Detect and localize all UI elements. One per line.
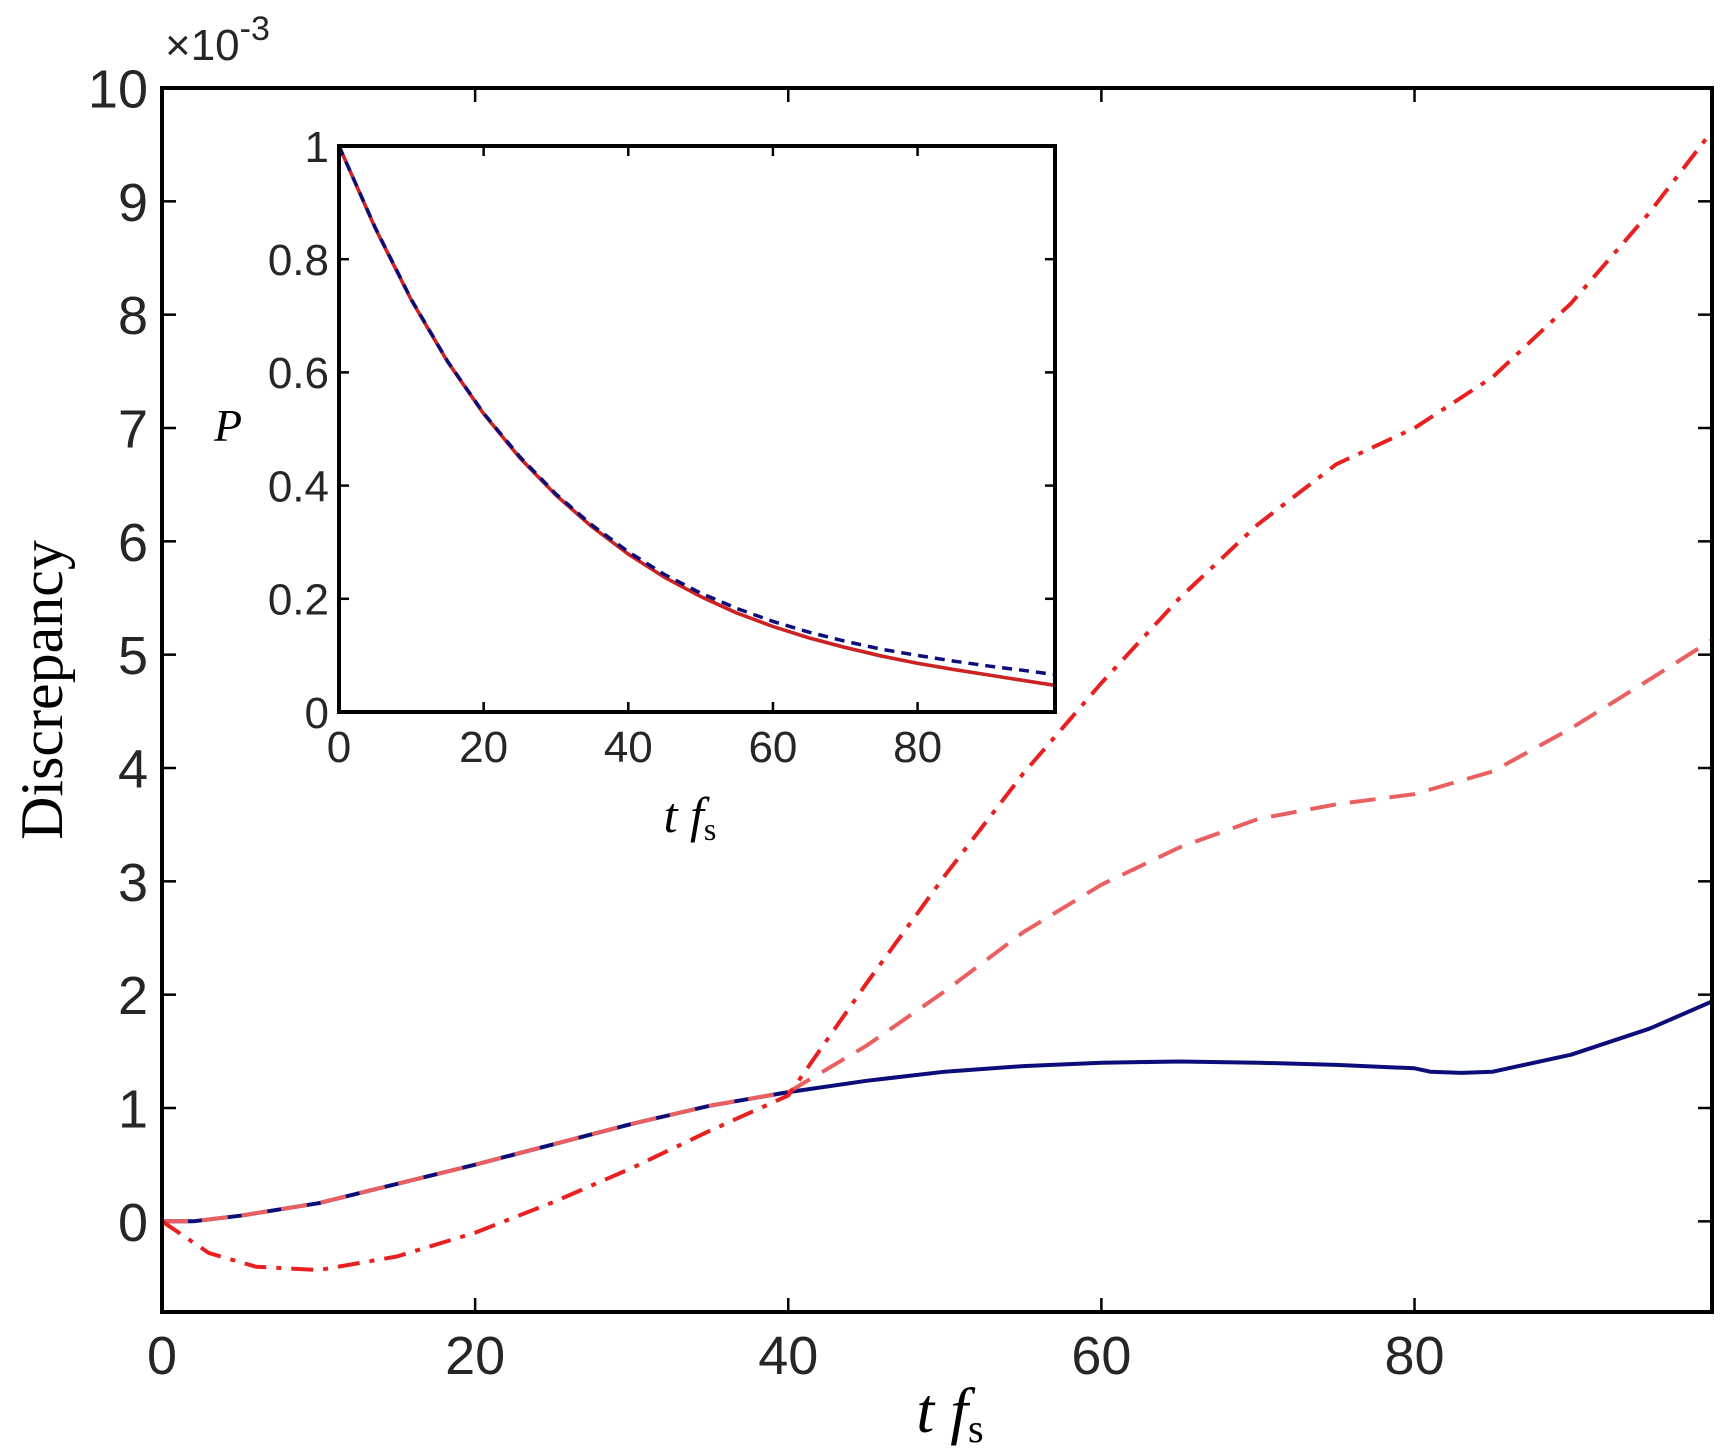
inset-x-axis-label: t fs (664, 787, 717, 847)
y-tick-label: 2 (118, 966, 148, 1026)
main-y-axis-label: Discrepancy (9, 540, 75, 840)
y-tick-label: 8 (118, 286, 148, 346)
x-tick-label: 40 (604, 723, 653, 772)
main-axes-frame (160, 86, 1714, 1314)
inset-y-axis-label: P (213, 400, 242, 451)
main-series-group (162, 129, 1712, 1273)
y-tick-label: 1 (305, 123, 329, 172)
inset-tick-labels: 0 20 40 60 80 0 0.2 0.4 0.6 0.8 1 (268, 123, 942, 772)
x-tick-label: 40 (758, 1326, 818, 1386)
x-tick-label: 0 (147, 1326, 177, 1386)
inset-plot: 0 20 40 60 80 0 0.2 0.4 0.6 0.8 1 P t fs (213, 123, 1057, 847)
y-tick-label: 0.4 (268, 462, 329, 511)
series-line-dashed (339, 146, 1055, 677)
y-tick-label: 5 (118, 626, 148, 686)
inset-plot-area (339, 146, 1055, 712)
y-tick-label: 0.6 (268, 349, 329, 398)
main-x-axis-label: t fs (916, 1375, 983, 1448)
y-tick-label: 4 (118, 739, 148, 799)
y-tick-label: 9 (118, 173, 148, 233)
x-tick-label: 20 (459, 723, 508, 772)
y-tick-label: 0 (118, 1193, 148, 1253)
y-tick-label: 3 (118, 853, 148, 913)
x-tick-label: 60 (748, 723, 797, 772)
main-exponent-label: ×10-3 (165, 10, 270, 70)
inset-series-group (339, 146, 1055, 688)
x-tick-label: 80 (1384, 1326, 1444, 1386)
x-tick-label: 0 (327, 723, 351, 772)
x-tick-label: 60 (1071, 1326, 1131, 1386)
y-tick-label: 0 (305, 689, 329, 738)
y-tick-label: 7 (118, 399, 148, 459)
series-line-dashed (162, 638, 1712, 1224)
series-line-dashdot (162, 129, 1712, 1273)
x-tick-label: 80 (893, 723, 942, 772)
y-tick-label: 10 (88, 59, 148, 119)
x-tick-label: 20 (445, 1326, 505, 1386)
y-tick-label: 6 (118, 513, 148, 573)
y-tick-label: 0.8 (268, 236, 329, 285)
y-tick-label: 0.2 (268, 576, 329, 625)
inset-axes-frame (337, 144, 1057, 714)
y-tick-label: 1 (118, 1079, 148, 1139)
